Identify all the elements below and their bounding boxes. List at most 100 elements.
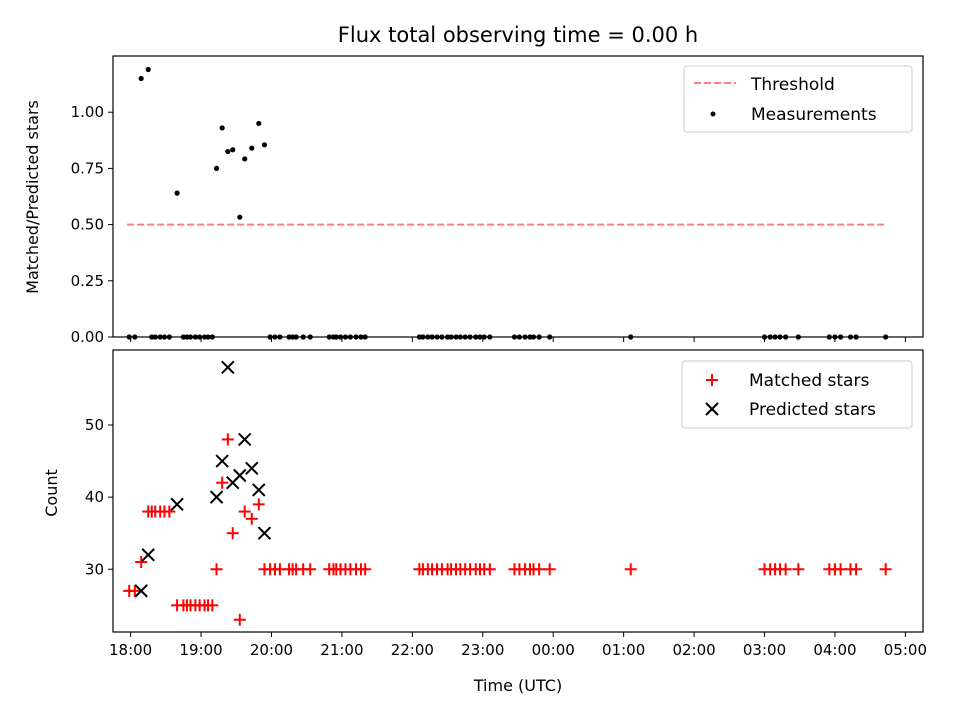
- legend-predicted-stars: Predicted stars: [749, 400, 876, 420]
- measurement-point: [225, 148, 231, 155]
- predicted-star-point: [209, 490, 224, 504]
- measurement-point: [837, 334, 844, 340]
- measurement-point: [362, 334, 368, 340]
- matched-star-point: [216, 476, 229, 489]
- measurement-point: [166, 334, 172, 340]
- bottom-legend-box: [681, 360, 913, 429]
- predicted-star-point: [215, 454, 229, 468]
- x-tick-label: 02:00: [672, 641, 715, 659]
- measurement-point: [462, 334, 468, 340]
- top-legend-box: [683, 65, 913, 133]
- matched-star-point: [779, 563, 792, 576]
- matched-star-point: [543, 563, 556, 576]
- measurement-point: [192, 334, 199, 340]
- x-tick-label: 22:00: [391, 641, 434, 659]
- measurement-point: [197, 334, 203, 340]
- matched-star-point: [210, 563, 223, 576]
- measurement-point: [249, 145, 255, 151]
- measurement-point: [481, 334, 487, 340]
- y-tick-label: 0.00: [71, 328, 104, 346]
- measurement-point: [420, 334, 426, 340]
- measurement-point: [326, 334, 332, 340]
- x-axis-label: Time (UTC): [473, 676, 562, 695]
- measurement-point: [300, 334, 306, 340]
- measurement-point: [126, 334, 132, 340]
- measurement-point: [261, 142, 268, 148]
- measurement-point: [522, 334, 528, 340]
- matched-star-point: [304, 563, 317, 576]
- measurement-point: [439, 334, 445, 340]
- chart-title: Flux total observing time = 0.00 h: [338, 23, 698, 47]
- measurements-legend-swatch: [710, 111, 716, 117]
- predicted-star-point: [141, 548, 155, 562]
- matched-star-point: [226, 527, 239, 540]
- measurement-point: [434, 334, 440, 340]
- matched-star-point: [163, 505, 176, 518]
- matched-star-point: [128, 584, 141, 597]
- x-tick-label: 03:00: [743, 641, 786, 659]
- matched-star-point: [233, 613, 246, 626]
- measurement-point: [425, 334, 431, 340]
- measurement-point: [293, 334, 299, 340]
- y-tick-label: 0.75: [71, 159, 104, 177]
- measurement-point: [277, 334, 283, 340]
- x-tick-label: 04:00: [813, 641, 856, 659]
- y-tick-label: 40: [85, 488, 104, 506]
- measurement-point: [772, 334, 778, 340]
- matched-star-point: [245, 512, 258, 525]
- measurement-point: [783, 334, 789, 340]
- measurement-point: [132, 334, 138, 340]
- measurement-point: [152, 334, 158, 340]
- measurement-point: [795, 334, 801, 340]
- bottom-legend: Matched stars Predicted stars: [681, 360, 913, 429]
- measurement-point: [342, 334, 349, 340]
- measurement-point: [145, 66, 151, 73]
- measurement-point: [353, 334, 359, 340]
- measurement-point: [777, 334, 783, 340]
- predicted-star-point: [245, 461, 259, 475]
- predicted-star-point: [238, 432, 252, 447]
- x-tick-label: 23:00: [461, 641, 504, 659]
- matched-star-point: [850, 563, 863, 576]
- y-tick-label: 30: [85, 560, 104, 578]
- measurement-point: [477, 334, 483, 340]
- measurement-point: [628, 334, 634, 340]
- legend-measurements: Measurements: [751, 105, 877, 125]
- measurement-point: [453, 334, 459, 340]
- legend-matched-stars: Matched stars: [749, 371, 869, 391]
- matched-star-point: [624, 563, 637, 576]
- matched-star-point: [238, 505, 251, 518]
- matched-star-point: [135, 556, 148, 569]
- matched-star-point: [359, 563, 372, 576]
- predicted-star-point: [233, 468, 247, 483]
- measurement-point: [161, 334, 168, 340]
- legend-threshold: Threshold: [750, 75, 835, 95]
- matched-legend-swatch: [706, 374, 718, 386]
- measurement-point: [230, 147, 236, 153]
- top-legend: Threshold Measurements: [683, 65, 913, 133]
- bottom-panel: Count Time (UTC) 18:00 19:00 20:00 21:00 22:…: [42, 349, 927, 695]
- matched-star-point: [483, 563, 496, 576]
- measurement-point: [347, 334, 353, 340]
- bottom-y-axis-label: Count: [42, 469, 61, 517]
- measurement-point: [187, 334, 194, 340]
- measurement-point: [487, 334, 493, 340]
- measurement-point: [448, 334, 454, 340]
- measurement-point: [307, 334, 313, 340]
- measurement-point: [883, 334, 889, 340]
- measurement-point: [219, 125, 225, 131]
- x-tick-label: 01:00: [602, 641, 645, 659]
- measurement-point: [511, 334, 518, 340]
- measurement-point: [157, 334, 163, 340]
- x-tick-label: 00:00: [532, 641, 575, 659]
- top-y-axis-label: Matched/Predicted stars: [23, 100, 42, 294]
- x-tick-label: 20:00: [250, 641, 293, 659]
- measurement-point: [209, 334, 215, 340]
- measurement-point: [267, 334, 273, 340]
- measurement-point: [337, 334, 344, 340]
- measurement-point: [429, 334, 435, 340]
- measurement-point: [826, 334, 832, 340]
- bottom-plot-frame: [112, 349, 924, 633]
- x-tick-label: 19:00: [179, 641, 222, 659]
- measurement-point: [242, 156, 248, 162]
